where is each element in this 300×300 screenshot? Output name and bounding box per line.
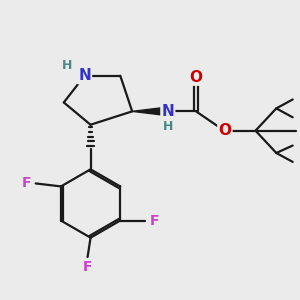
Text: O: O <box>190 70 202 85</box>
Text: H: H <box>163 120 173 133</box>
Text: F: F <box>83 260 92 274</box>
Polygon shape <box>132 107 166 116</box>
Text: F: F <box>21 176 31 190</box>
Text: H: H <box>61 59 72 72</box>
Text: O: O <box>218 123 231 138</box>
Text: F: F <box>150 214 160 228</box>
Text: N: N <box>78 68 91 83</box>
Text: N: N <box>161 104 174 119</box>
